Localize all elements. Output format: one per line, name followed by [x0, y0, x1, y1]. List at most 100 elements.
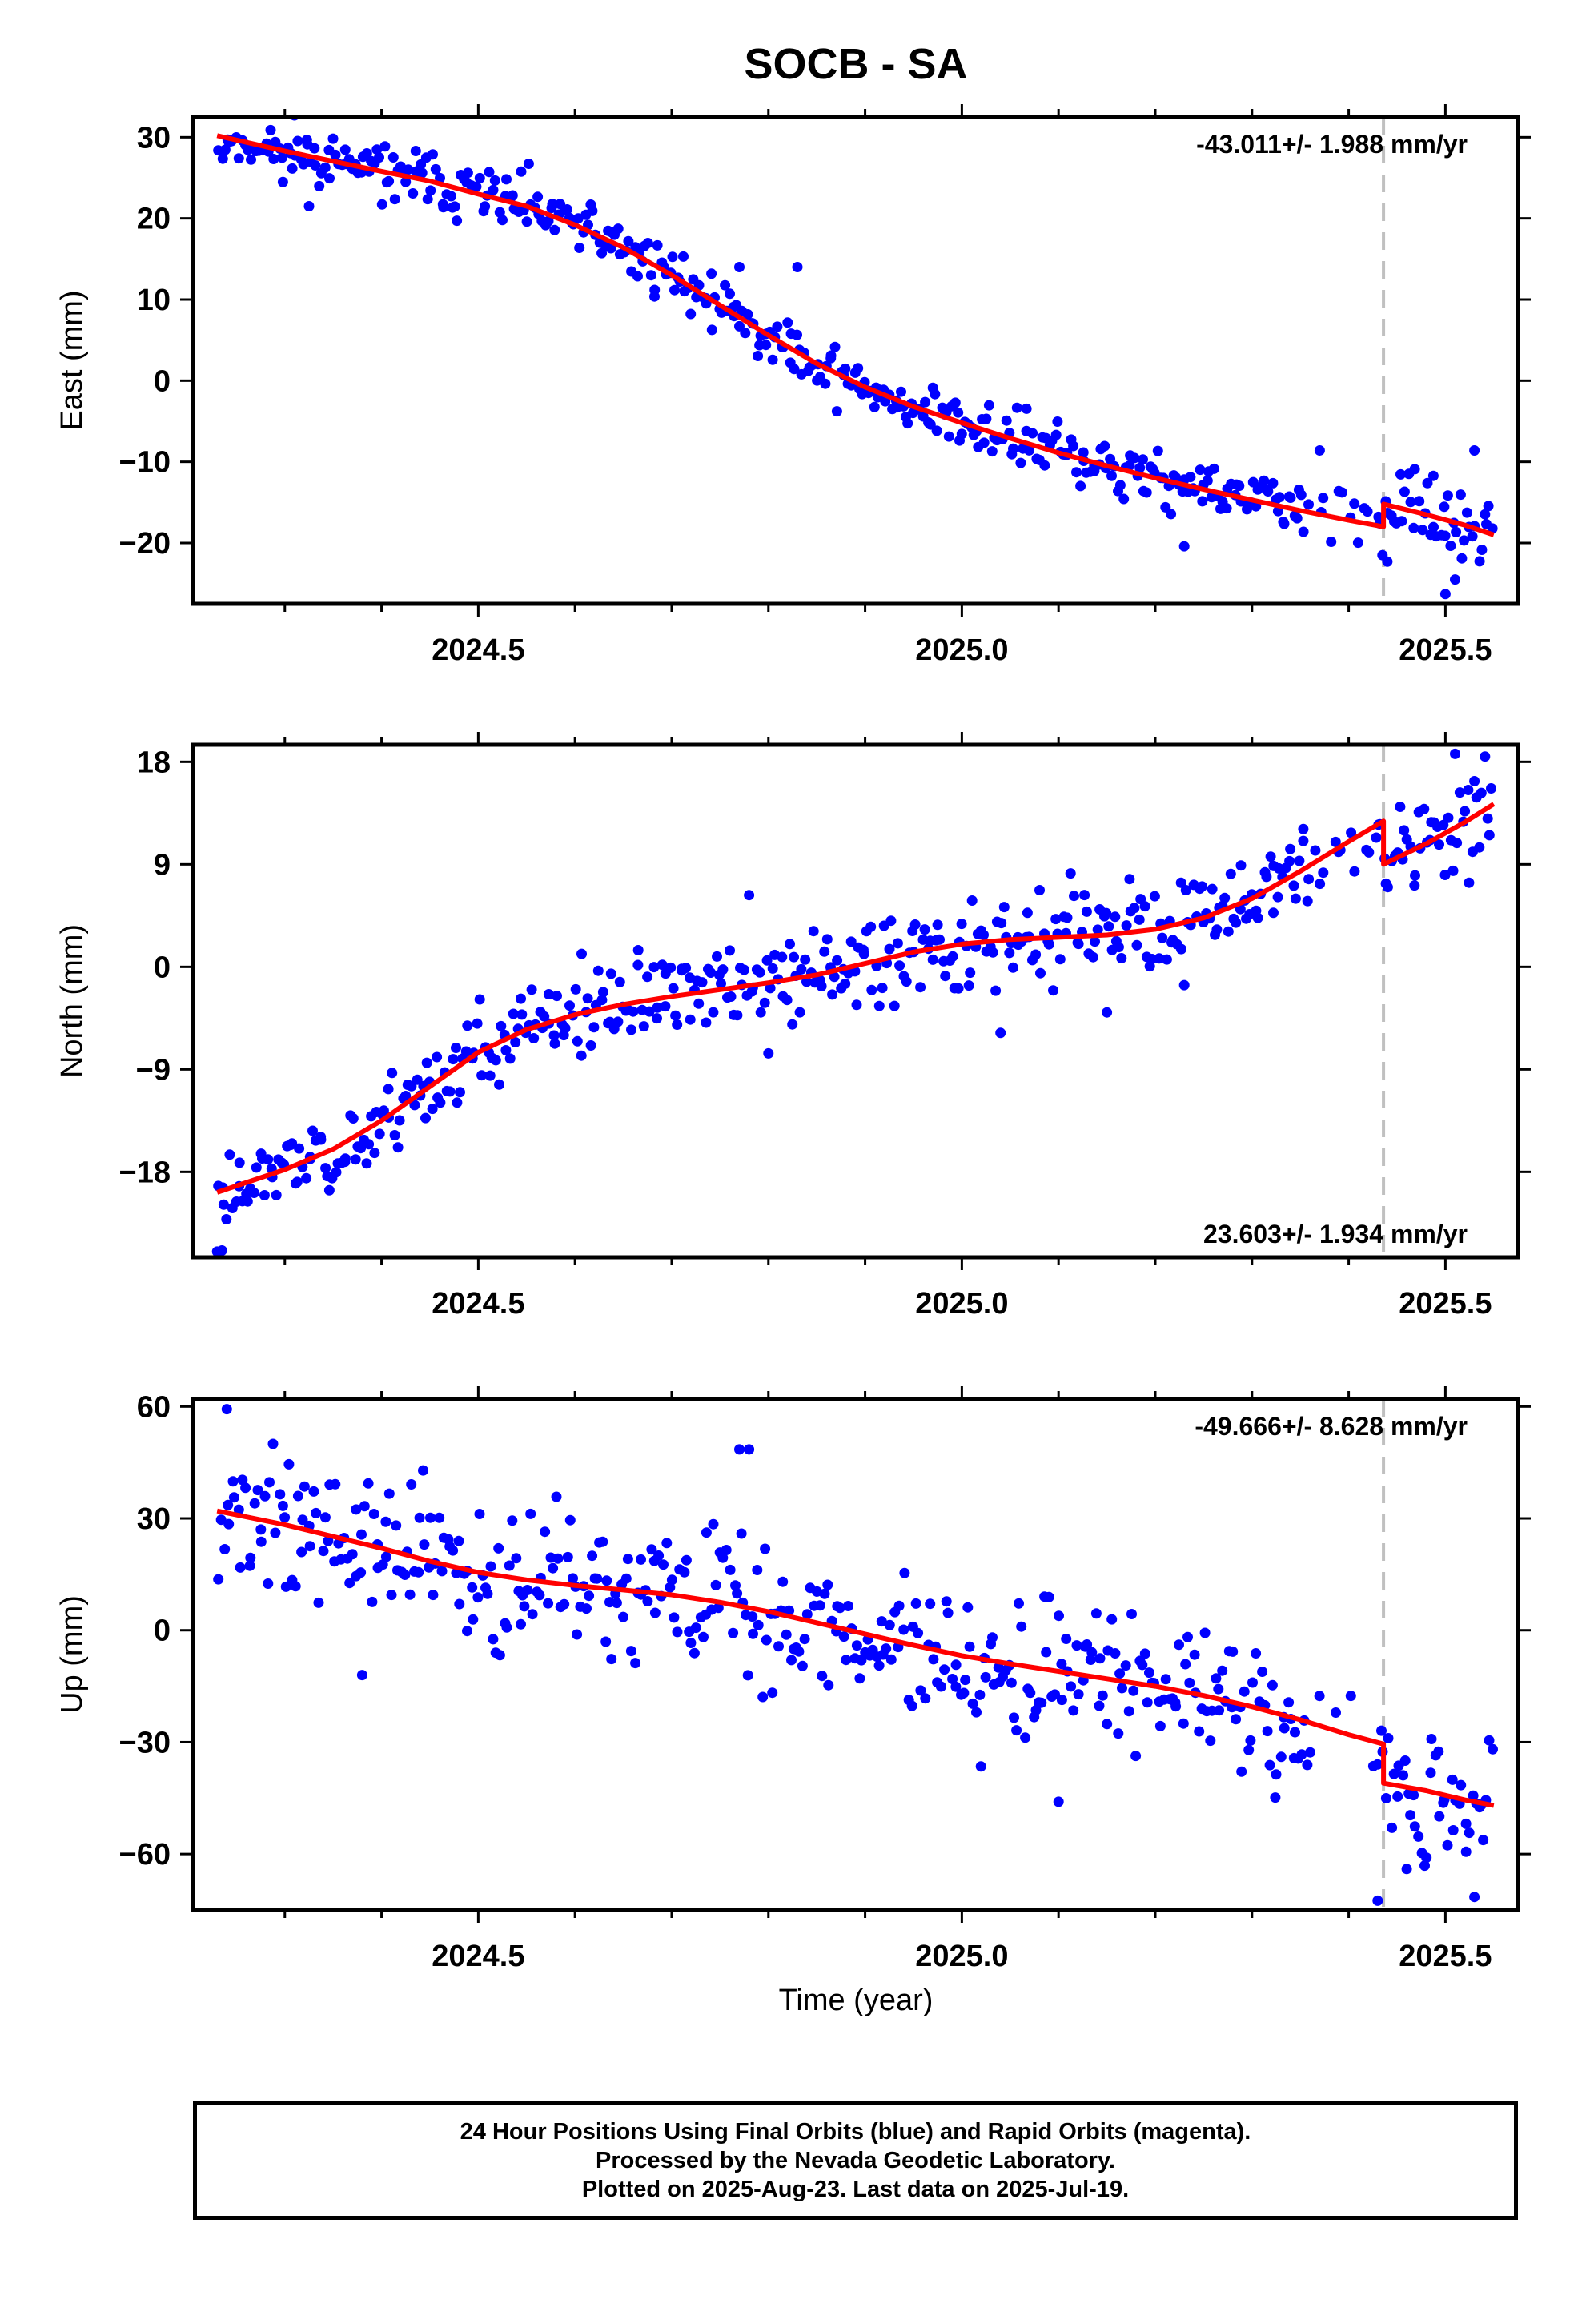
data-point — [1405, 1810, 1416, 1821]
data-point — [971, 1707, 982, 1718]
data-point — [1134, 914, 1145, 925]
data-point — [1142, 1697, 1153, 1708]
data-point — [410, 146, 421, 156]
data-point — [1174, 1639, 1184, 1651]
data-point — [287, 163, 298, 174]
data-point — [1022, 907, 1033, 919]
data-point — [754, 967, 765, 978]
y-tick-label: −60 — [119, 1838, 171, 1872]
data-point — [448, 1054, 459, 1065]
data-point — [350, 1154, 361, 1165]
data-point — [987, 1632, 998, 1643]
data-point — [1166, 509, 1177, 520]
data-point — [1460, 1846, 1472, 1857]
data-point — [646, 1544, 657, 1555]
data-point — [412, 1074, 423, 1085]
data-point — [1050, 1689, 1060, 1700]
data-point — [964, 1641, 975, 1652]
data-point — [548, 1030, 560, 1041]
data-point — [953, 983, 964, 994]
x-tick-label: 2024.5 — [432, 633, 524, 667]
data-point — [1464, 1827, 1475, 1839]
data-point — [263, 1578, 274, 1589]
data-point — [242, 1196, 253, 1207]
data-point — [576, 1050, 587, 1061]
data-point — [685, 308, 697, 320]
data-point — [1239, 1686, 1250, 1697]
data-point — [1318, 867, 1329, 879]
data-point — [785, 939, 795, 950]
data-point — [669, 284, 680, 296]
data-point — [1464, 877, 1475, 888]
data-point — [893, 1600, 905, 1611]
data-point — [1484, 830, 1495, 841]
data-point — [920, 396, 931, 408]
data-point — [497, 215, 508, 226]
data-point — [597, 987, 608, 998]
data-point — [1048, 985, 1058, 996]
data-point — [1382, 556, 1393, 567]
data-point — [279, 1512, 291, 1523]
data-point — [728, 1627, 739, 1638]
data-point — [652, 1013, 662, 1024]
data-point — [1117, 1683, 1127, 1694]
data-point — [245, 1552, 256, 1563]
data-point — [389, 1130, 400, 1140]
data-point — [347, 1113, 359, 1124]
data-point — [582, 993, 593, 1004]
data-point — [304, 1541, 315, 1552]
data-point — [915, 1685, 926, 1696]
data-point — [668, 983, 679, 994]
data-point — [1092, 924, 1103, 935]
data-point — [1129, 452, 1140, 464]
data-point — [978, 437, 990, 448]
data-point — [1346, 827, 1357, 838]
data-point — [1456, 1779, 1467, 1791]
data-point — [1349, 866, 1360, 877]
y-tick-label: −20 — [119, 527, 171, 561]
data-point — [422, 194, 433, 205]
data-point — [1004, 947, 1015, 959]
data-point — [1139, 1648, 1150, 1659]
data-point — [1178, 979, 1190, 991]
data-point — [1073, 1689, 1084, 1700]
data-point — [1015, 457, 1026, 468]
data-point — [532, 191, 544, 203]
data-point — [1075, 480, 1086, 492]
data-point — [501, 1622, 512, 1633]
data-point — [448, 1545, 459, 1556]
data-point — [519, 1601, 530, 1612]
data-point — [560, 1023, 571, 1034]
data-point — [840, 978, 851, 989]
data-point — [630, 1658, 641, 1669]
data-point — [990, 985, 1002, 996]
data-point — [1318, 493, 1329, 504]
data-point — [930, 388, 941, 400]
data-point — [1409, 880, 1420, 891]
plot-frame — [191, 115, 1520, 606]
data-point — [1130, 1751, 1142, 1762]
data-point — [1395, 802, 1406, 812]
data-point — [1178, 1718, 1189, 1729]
data-point — [1261, 871, 1272, 883]
data-point — [522, 1585, 533, 1595]
data-point — [652, 1002, 663, 1013]
data-point — [1160, 1674, 1171, 1685]
data-point — [909, 919, 921, 930]
data-point — [1417, 525, 1428, 536]
data-point — [235, 1562, 246, 1573]
data-point — [379, 141, 391, 152]
data-point — [808, 926, 819, 937]
data-point — [1409, 464, 1420, 475]
plot-frame — [191, 742, 1520, 1260]
data-point — [1422, 477, 1433, 489]
data-point — [1180, 885, 1191, 895]
data-point — [275, 1489, 286, 1500]
data-point — [966, 895, 978, 906]
data-point — [1225, 868, 1236, 879]
data-point — [493, 1542, 504, 1554]
data-point — [418, 1465, 428, 1476]
data-point — [1451, 526, 1462, 537]
data-point — [330, 149, 341, 160]
data-point — [1275, 1751, 1287, 1763]
